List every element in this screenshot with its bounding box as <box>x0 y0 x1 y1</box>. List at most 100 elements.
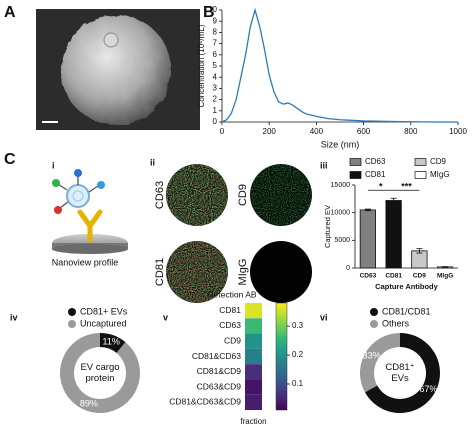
x-tick-label: CD81 <box>385 273 402 280</box>
x-tick-label: 200 <box>263 127 277 136</box>
y-tick-label: 1 <box>213 106 218 115</box>
y-tick-label: 3 <box>213 84 218 93</box>
legend-swatch <box>414 158 427 166</box>
row-label: CD81&CD63 <box>192 351 241 361</box>
column-label: fraction <box>240 417 266 426</box>
panel-label: B <box>203 4 215 21</box>
sem-image <box>36 9 200 130</box>
colorbar <box>275 302 288 411</box>
error-bar <box>442 266 449 268</box>
fluorescence-image <box>166 164 228 226</box>
legend-label: Others <box>382 318 410 328</box>
heatmap-cell <box>245 333 262 349</box>
y-tick-label: 0 <box>346 265 350 272</box>
row-label: CD81 <box>219 305 241 315</box>
fluorescence-image <box>250 241 312 303</box>
x-tick-label: 600 <box>357 127 371 136</box>
heatmap-cell <box>245 303 262 319</box>
panel-label: A <box>4 4 16 21</box>
bar <box>385 200 402 269</box>
x-axis-label: Size (nm) <box>321 139 360 149</box>
donut-segment <box>359 333 400 393</box>
legend-label: CD81+ EVs <box>80 306 128 316</box>
colorbar-tick-label: 0.2 <box>292 350 304 359</box>
fluorescence-image <box>166 241 228 303</box>
y-tick-label: 4 <box>213 72 218 81</box>
x-tick-label: CD9 <box>413 273 426 280</box>
panel-label: C <box>4 151 16 168</box>
row-label: CD81&CD63&CD9 <box>169 397 241 407</box>
legend-marker <box>370 308 378 316</box>
sub-label: ii <box>150 157 155 167</box>
y-tick-label: 0 <box>213 117 218 126</box>
y-tick-label: 10 <box>208 5 217 14</box>
sub-label: iv <box>10 312 18 322</box>
y-tick-label: 5 <box>213 61 218 70</box>
x-tick-label: MIgG <box>437 273 453 280</box>
legend-label: CD81 <box>365 170 386 179</box>
heatmap-cell <box>245 379 262 395</box>
value-label: 89% <box>80 398 98 408</box>
x-axis-label: Capture Antibody <box>375 282 438 291</box>
bar <box>359 209 376 269</box>
center-text: CD81⁺ <box>385 362 414 373</box>
y-tick-label: 7 <box>213 39 218 48</box>
center-text: EV cargo <box>80 362 119 373</box>
legend-label: CD81/CD81 <box>382 306 431 316</box>
sub-label: vi <box>320 312 328 322</box>
legend-marker <box>68 320 76 328</box>
error-bar <box>364 208 371 212</box>
heatmap-cell <box>245 364 262 380</box>
heatmap-cell <box>245 348 262 365</box>
diagram-label: Nanoview profile <box>52 257 119 267</box>
image-label: CD63 <box>154 181 166 209</box>
heatmap-cell <box>245 318 262 334</box>
y-tick-label: 9 <box>213 16 218 25</box>
y-tick-label: 8 <box>213 28 218 37</box>
colorbar-tick-label: 0.1 <box>292 379 304 388</box>
legend-label: Uncaptured <box>80 318 127 328</box>
value-label: 11% <box>102 336 119 346</box>
legend-label: CD9 <box>430 157 447 166</box>
x-tick-label: 400 <box>310 127 324 136</box>
y-tick-label: 2 <box>213 95 218 104</box>
row-label: CD9 <box>224 335 241 345</box>
heatmap-title: Detection AB <box>207 289 256 299</box>
image-label: CD81 <box>154 258 166 286</box>
nanoview-diagram <box>52 169 128 254</box>
x-tick-label: 800 <box>404 127 418 136</box>
row-label: CD81&CD9 <box>197 366 242 376</box>
colorbar-tick-label: 0.3 <box>292 321 304 330</box>
y-tick-label: 15000 <box>331 182 351 189</box>
y-tick-label: 5000 <box>334 237 350 244</box>
value-label: 33% <box>363 351 381 361</box>
line <box>221 7 458 123</box>
legend-label: CD63 <box>365 157 386 166</box>
value-label: 67% <box>419 384 437 394</box>
x-tick-label: 0 <box>220 127 225 136</box>
legend-marker <box>370 320 378 328</box>
significance-label: * <box>379 182 383 192</box>
legend-marker <box>68 308 76 316</box>
legend-label: MIgG <box>430 170 450 179</box>
center-text: protein <box>85 373 114 384</box>
image-label: MIgG <box>237 259 249 286</box>
error-bar <box>416 248 423 254</box>
donut-segment <box>364 333 440 413</box>
y-tick-label: 6 <box>213 50 218 59</box>
row-label: CD63 <box>219 320 241 330</box>
error-bar <box>390 197 397 204</box>
y-axis-label: Captured EV <box>323 205 332 248</box>
donut-segment <box>100 333 126 353</box>
sub-label: v <box>163 312 168 322</box>
sub-label: iii <box>320 160 328 170</box>
x-tick-label: 1000 <box>449 127 467 136</box>
image-label: CD9 <box>237 184 249 206</box>
heatmap-cell <box>245 394 262 410</box>
center-text: EVs <box>391 373 409 384</box>
fluorescence-image <box>250 164 312 226</box>
sub-label: i <box>52 160 55 170</box>
row-label: CD63&CD9 <box>197 381 242 391</box>
x-tick-label: CD63 <box>360 273 377 280</box>
